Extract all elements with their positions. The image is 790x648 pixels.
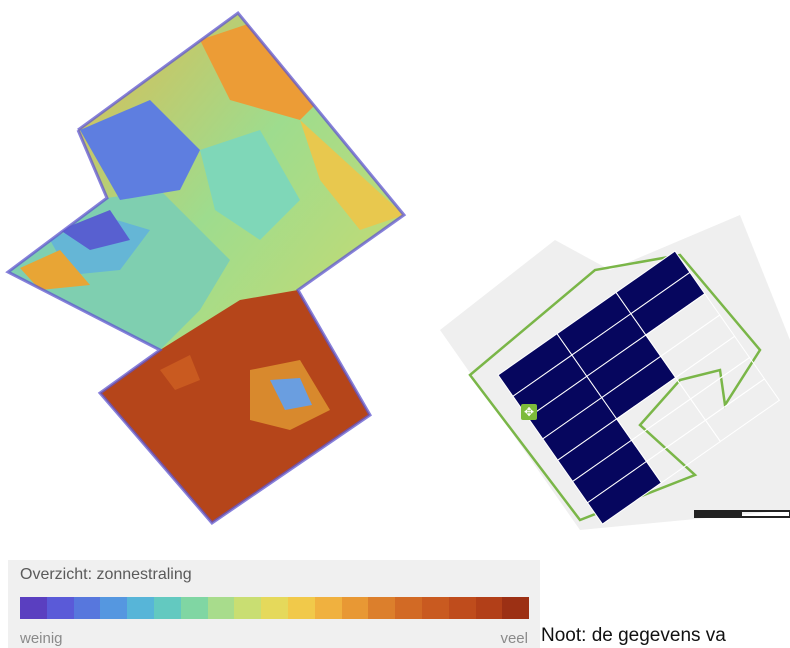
legend-swatch xyxy=(46,597,74,619)
legend-swatch xyxy=(73,597,101,619)
legend-swatch xyxy=(100,597,128,619)
legend-swatch xyxy=(234,597,262,619)
legend-swatch xyxy=(502,597,530,619)
roof-irradiance-heatmap xyxy=(5,10,407,525)
irradiance-legend: Overzicht: zonnestraling weinig veel xyxy=(8,560,540,648)
move-arrows-icon[interactable]: ✥ xyxy=(521,404,537,420)
legend-swatch xyxy=(314,597,342,619)
solar-panel-layout xyxy=(440,215,790,530)
panel-array[interactable] xyxy=(497,250,781,525)
legend-swatch xyxy=(127,597,154,619)
legend-swatch xyxy=(475,597,503,619)
scale-bar xyxy=(694,510,790,518)
legend-swatch xyxy=(287,597,315,619)
legend-swatch xyxy=(448,597,476,619)
legend-swatch xyxy=(207,597,235,619)
legend-swatch xyxy=(368,597,396,619)
legend-swatch xyxy=(395,597,422,619)
usable-area-outline xyxy=(468,253,762,522)
note-text: Noot: de gegevens va xyxy=(541,625,726,646)
legend-swatch xyxy=(153,597,181,619)
legend-swatch xyxy=(421,597,449,619)
legend-high-label: veel xyxy=(500,630,528,647)
legend-swatch xyxy=(341,597,369,619)
legend-color-scale xyxy=(20,597,530,619)
solar-panel[interactable] xyxy=(704,378,781,443)
legend-low-label: weinig xyxy=(20,630,63,647)
legend-swatch xyxy=(20,597,47,619)
legend-swatch xyxy=(180,597,208,619)
legend-title: Overzicht: zonnestraling xyxy=(20,566,192,583)
legend-swatch xyxy=(261,597,288,619)
